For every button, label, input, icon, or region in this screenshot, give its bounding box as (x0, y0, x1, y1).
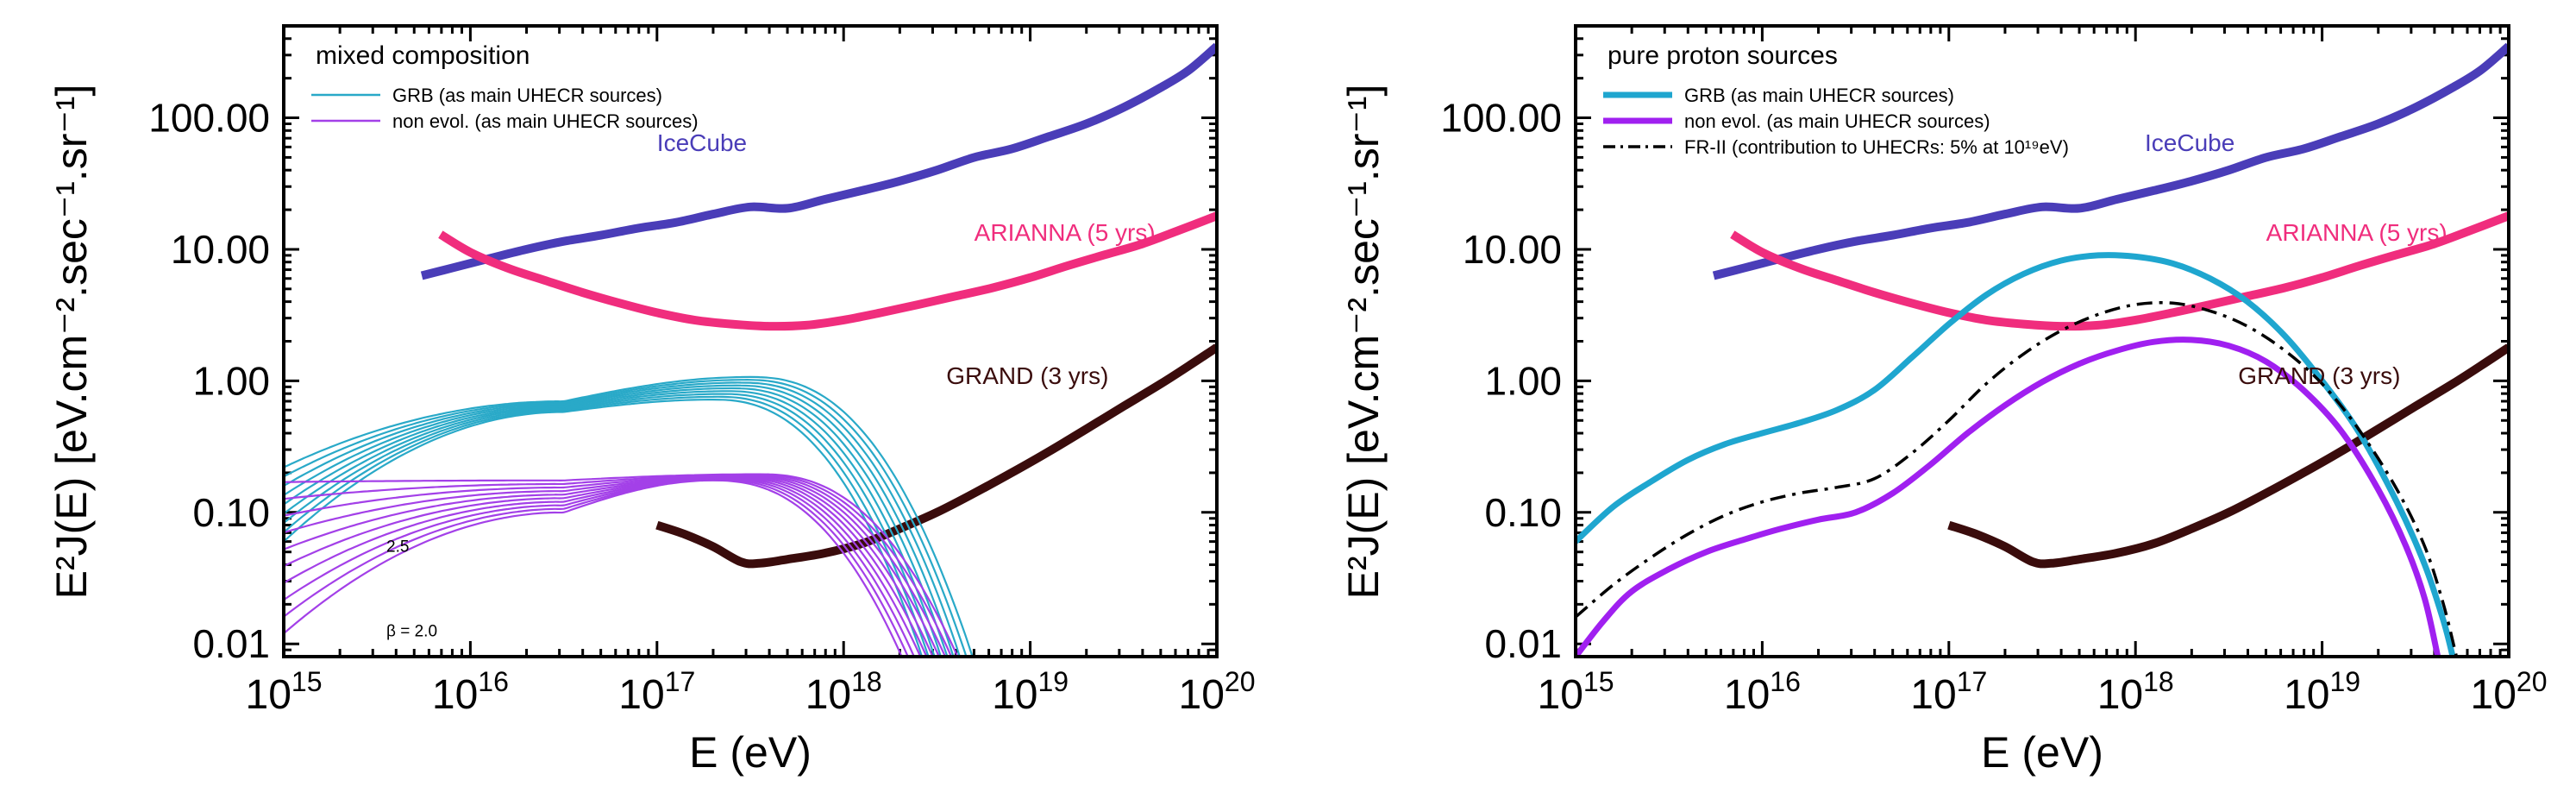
legend-label-non-evol-as-main-uhecr-sources: non evol. (as main UHECR sources) (392, 110, 699, 132)
x-axis-label: E (eV) (1981, 728, 2103, 777)
y-tick-label: 100.00 (1440, 96, 1562, 141)
y-tick-label: 0.01 (192, 621, 270, 666)
chart-panel-mixed-composition: E²J(E) [eV.cm⁻².sec⁻¹.sr⁻¹] E (eV) 1015 1… (47, 24, 1256, 777)
plot-frame (1574, 24, 2510, 658)
bundle-curve-non-evol-mixed-composition (284, 476, 928, 657)
x-tick-label: 1020 (2471, 666, 2548, 718)
bundle-curve-non-evol-mixed-composition (284, 475, 940, 657)
x-tick-label: 1017 (1910, 666, 1987, 718)
y-tick-label: 100.00 (148, 96, 270, 141)
bundle-curve-grb-mixed-composition (284, 390, 942, 657)
y-tick-label: 10.00 (1463, 227, 1562, 272)
series-line-fr-ii-contribution-to-uhecrs-5-at-10-ev (1576, 300, 2459, 657)
series-layer (284, 42, 1217, 657)
y-tick-label: 1.00 (192, 358, 270, 403)
bundle-curve-grb-mixed-composition (284, 375, 974, 657)
series-labels: IceCube ARIANNA (5 yrs) GRAND (3 yrs) (2145, 129, 2448, 389)
bundle-curve-non-evol-mixed-composition (284, 477, 922, 657)
y-tick-label: 0.01 (1484, 621, 1562, 666)
series-label-icecube: IceCube (657, 129, 747, 156)
legend-label-non-evol-as-main-uhecr-sources: non evol. (as main UHECR sources) (1684, 110, 1990, 132)
bundle-curve-non-evol-mixed-composition (284, 474, 953, 657)
bundle-curve-grb-mixed-composition (284, 379, 968, 657)
series-line-icecube (420, 42, 1217, 280)
x-tick-label: 1018 (2097, 666, 2174, 718)
series-line-arianna-5-yrs (438, 211, 1217, 331)
annotations: 2.5 β = 2.0 (386, 538, 437, 640)
y-tick-label: 0.10 (192, 490, 270, 535)
x-tick-label: 1016 (1724, 666, 1801, 718)
series-label-grand-3-yrs: GRAND (3 yrs) (2238, 362, 2400, 389)
legend: GRB (as main UHECR sources) non evol. (as… (311, 85, 699, 132)
annotation-text: β = 2.0 (386, 622, 437, 640)
bundle-curve-non-evol-mixed-composition (284, 473, 959, 657)
x-tick-label: 1019 (992, 666, 1069, 718)
series-labels: IceCube ARIANNA (5 yrs) GRAND (3 yrs) (657, 129, 1156, 389)
x-tick-label: 1019 (2284, 666, 2360, 718)
bundle-curve-grb-mixed-composition (284, 393, 936, 657)
bundle-curve-grb-mixed-composition (284, 387, 949, 657)
bundle-curve-non-evol-mixed-composition (284, 478, 910, 657)
x-tick-label: 1017 (618, 666, 695, 718)
x-tick-label: 1015 (246, 666, 323, 718)
legend: GRB (as main UHECR sources) non evol. (as… (1603, 85, 2069, 158)
bundle-curve-non-evol-mixed-composition (284, 478, 916, 657)
series-line-grand-3-yrs (1947, 343, 2509, 569)
series-label-arianna-5-yrs: ARIANNA (5 yrs) (2266, 219, 2448, 246)
annotation-text: 2.5 (386, 538, 409, 556)
legend-label-grb-as-main-uhecr-sources: GRB (as main UHECR sources) (392, 85, 662, 106)
y-axis-label: E²J(E) [eV.cm⁻².sec⁻¹.sr⁻¹] (47, 85, 96, 600)
chart-title: mixed composition (316, 41, 530, 70)
series-label-grand-3-yrs: GRAND (3 yrs) (946, 362, 1108, 389)
bundle-curve-grb-mixed-composition (284, 381, 961, 657)
legend-label-grb-as-main-uhecr-sources: GRB (as main UHECR sources) (1684, 85, 1954, 106)
bundle-curve-non-evol-mixed-composition (284, 479, 903, 657)
axis-ticks: 1015 1016 1017 1018 1019 1020 0.01 0.10 1.00 10.0… (148, 24, 1256, 718)
y-tick-label: 10.00 (171, 227, 270, 272)
bundle-curve-non-evol-mixed-composition (284, 475, 947, 657)
y-tick-label: 1.00 (1484, 358, 1562, 403)
y-tick-label: 0.10 (1484, 490, 1562, 535)
legend-label-fr-ii-contribution-to-uhecrs-5-at-10-ev: FR-II (contribution to UHECRs: 5% at 10¹… (1684, 136, 2069, 158)
series-line-icecube (1712, 42, 2509, 280)
plot-frame (282, 24, 1219, 658)
chart-panel-pure-proton-sources: E²J(E) [eV.cm⁻².sec⁻¹.sr⁻¹] E (eV) 1015 1… (1339, 24, 2548, 777)
bundle-curve-grb-mixed-composition (284, 384, 955, 657)
x-axis-label: E (eV) (689, 728, 812, 777)
series-label-icecube: IceCube (2145, 129, 2234, 156)
series-layer (1576, 42, 2509, 657)
bundle-curve-grb-mixed-composition (284, 395, 930, 657)
x-tick-label: 1020 (1179, 666, 1256, 718)
series-line-grb-as-main-uhecr-sources (1576, 252, 2456, 657)
series-label-arianna-5-yrs: ARIANNA (5 yrs) (975, 219, 1156, 246)
x-tick-label: 1016 (432, 666, 509, 718)
axis-ticks: 1015 1016 1017 1018 1019 1020 0.01 0.10 1.00 10.0… (1440, 24, 2548, 718)
series-line-non-evol-as-main-uhecr-sources (1576, 337, 2441, 657)
series-line-arianna-5-yrs (1730, 211, 2509, 331)
x-tick-label: 1015 (1538, 666, 1614, 718)
chart-title: pure proton sources (1608, 41, 1838, 70)
bundle-curve-non-evol-mixed-composition (284, 475, 934, 657)
x-tick-label: 1018 (805, 666, 882, 718)
bundle-curve-grb-mixed-composition (284, 398, 924, 657)
y-axis-label: E²J(E) [eV.cm⁻².sec⁻¹.sr⁻¹] (1339, 85, 1388, 600)
